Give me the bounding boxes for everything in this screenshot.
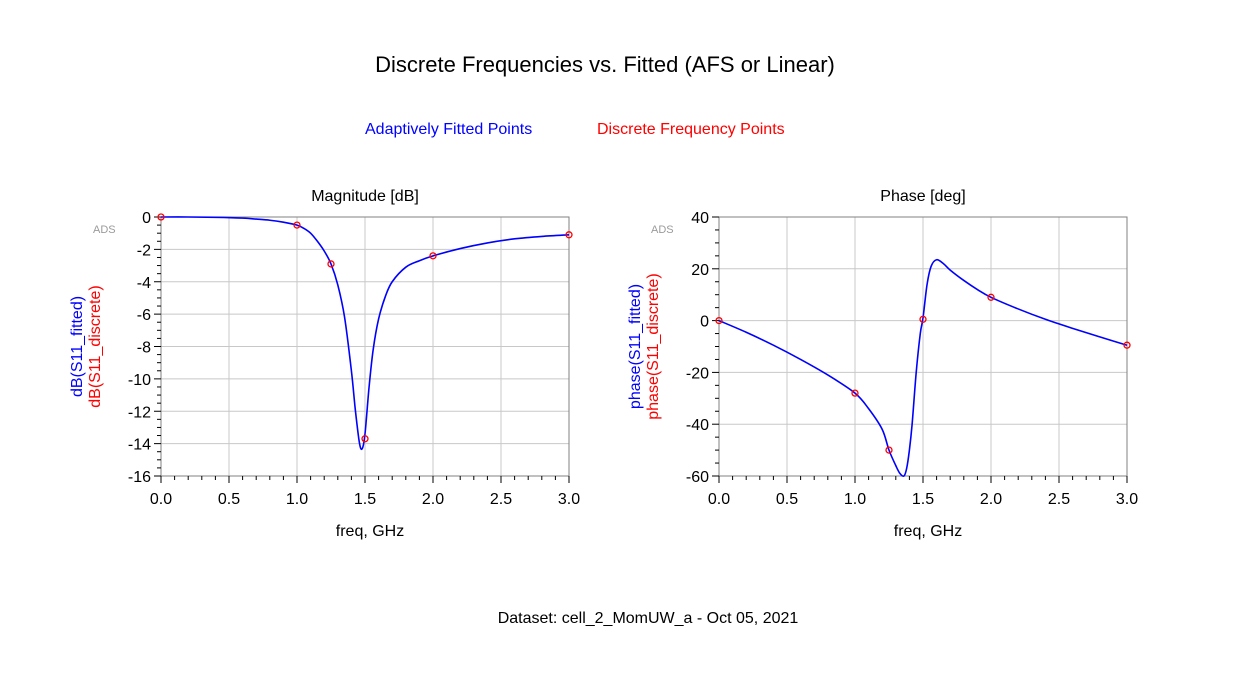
phase-y-tick-label: 20	[691, 262, 709, 279]
magnitude-x-tick-label: 0.0	[150, 491, 172, 508]
magnitude-y-tick-label: 0	[142, 210, 151, 227]
magnitude-y-tick-label: -16	[128, 469, 151, 486]
magnitude-y-axis-label-discrete: dB(S11_discrete)	[87, 285, 104, 407]
phase-x-tick-label: 0.0	[708, 491, 730, 508]
phase-x-tick-label: 0.5	[776, 491, 798, 508]
phase-discrete-point	[885, 446, 893, 454]
magnitude-discrete-point	[429, 252, 437, 260]
magnitude-y-tick-label: -8	[137, 340, 151, 357]
magnitude-fitted-line	[160, 216, 570, 451]
phase-discrete-point	[919, 315, 927, 323]
phase-discrete-point	[1123, 341, 1131, 349]
phase-y-axis-label-fitted: phase(S11_fitted)	[627, 284, 644, 409]
magnitude-x-axis-label: freq, GHz	[336, 523, 404, 540]
magnitude-y-tick-label: -6	[137, 307, 151, 324]
magnitude-x-tick-label: 2.5	[490, 491, 512, 508]
phase-x-axis-label: freq, GHz	[894, 523, 962, 540]
phase-y-tick-label: -40	[686, 417, 709, 434]
phase-chart: Phase [deg] ADS 0.0 0.5 1.0 1.5 2.0 2.5 3.0 40 20 0…	[627, 188, 1138, 540]
phase-discrete-point	[851, 389, 859, 397]
phase-y-tick-label: 40	[691, 210, 709, 227]
phase-watermark: ADS	[651, 224, 674, 236]
phase-discrete-point	[715, 316, 723, 325]
phase-x-tick-label: 3.0	[1116, 491, 1138, 508]
phase-x-tick-label: 1.0	[844, 491, 866, 508]
phase-y-axis-label-discrete: phase(S11_discrete)	[645, 273, 662, 419]
magnitude-y-tick-label: -12	[128, 404, 151, 421]
magnitude-y-tick-label: -10	[128, 372, 151, 389]
magnitude-discrete-point	[293, 221, 301, 229]
legend-discrete: Discrete Frequency Points	[597, 121, 785, 138]
magnitude-discrete-point	[565, 231, 573, 239]
legend-fitted: Adaptively Fitted Points	[365, 121, 533, 138]
phase-x-tick-label: 1.5	[912, 491, 934, 508]
magnitude-discrete-point	[157, 213, 165, 221]
magnitude-discrete-point	[361, 435, 369, 443]
magnitude-y-tick-label: -2	[137, 242, 151, 259]
magnitude-x-tick-label: 0.5	[218, 491, 240, 508]
phase-fitted-line	[718, 258, 1128, 478]
magnitude-x-tick-label: 1.0	[286, 491, 308, 508]
magnitude-chart: Magnitude [dB] ADS 0.0 0.5 1.0 1.5 2.0 2.5 3.0 0 -…	[69, 188, 580, 540]
magnitude-y-tick-label: -14	[128, 437, 151, 454]
phase-x-tick-label: 2.5	[1048, 491, 1070, 508]
magnitude-x-tick-label: 1.5	[354, 491, 376, 508]
dataset-footer: Dataset: cell_2_MomUW_a - Oct 05, 2021	[497, 610, 799, 627]
phase-y-tick-label: -60	[686, 469, 709, 486]
phase-y-tick-label: 0	[700, 314, 709, 331]
magnitude-watermark: ADS	[93, 224, 116, 236]
magnitude-y-axis-label-fitted: dB(S11_fitted)	[69, 296, 86, 397]
page-title: Discrete Frequencies vs. Fitted (AFS or …	[375, 52, 835, 77]
phase-discrete-point	[987, 293, 995, 301]
phase-x-tick-label: 2.0	[980, 491, 1002, 508]
magnitude-x-tick-label: 3.0	[558, 491, 580, 508]
magnitude-chart-title: Magnitude [dB]	[311, 188, 419, 205]
phase-y-tick-label: -20	[686, 365, 709, 382]
magnitude-y-tick-label: -4	[137, 275, 151, 292]
magnitude-x-tick-label: 2.0	[422, 491, 444, 508]
phase-chart-title: Phase [deg]	[880, 188, 965, 205]
magnitude-discrete-point	[327, 260, 335, 268]
